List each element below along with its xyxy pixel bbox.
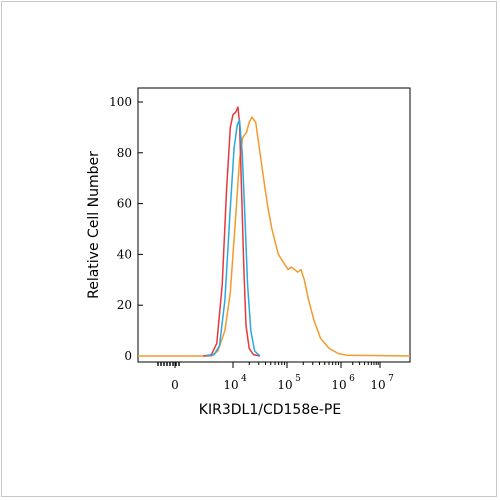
x-tick-label-1: 10 bbox=[223, 378, 238, 392]
series-line-0 bbox=[203, 106, 261, 357]
x-tick-exponent-2: 5 bbox=[295, 374, 301, 384]
y-axis: 0 20 40 60 80 100 bbox=[109, 95, 143, 363]
y-tick-label-20: 20 bbox=[117, 298, 132, 312]
x-axis-title: KIR3DL1/CD158e-PE bbox=[199, 402, 341, 418]
x-tick-label-3: 10 bbox=[331, 378, 346, 392]
series-layer bbox=[138, 106, 411, 357]
plot-area-frame bbox=[137, 87, 411, 363]
y-tick-label-0: 0 bbox=[124, 349, 132, 363]
y-tick-label-60: 60 bbox=[117, 197, 132, 211]
x-tick-exponent-4: 7 bbox=[388, 374, 394, 384]
x-axis: 0 10 4 10 5 10 6 10 7 bbox=[157, 362, 394, 392]
x-tick-label-4: 10 bbox=[370, 378, 385, 392]
series-line-1 bbox=[205, 119, 261, 357]
x-tick-exponent-1: 4 bbox=[241, 374, 247, 384]
x-tick-label-2: 10 bbox=[277, 378, 292, 392]
y-tick-label-80: 80 bbox=[117, 146, 132, 160]
x-tick-exponent-3: 6 bbox=[349, 374, 355, 384]
series-line-2 bbox=[138, 116, 411, 357]
y-tick-label-40: 40 bbox=[117, 247, 132, 261]
y-axis-title: Relative Cell Number bbox=[86, 151, 102, 299]
y-tick-label-100: 100 bbox=[109, 95, 132, 109]
x-tick-label-0: 0 bbox=[171, 378, 179, 392]
